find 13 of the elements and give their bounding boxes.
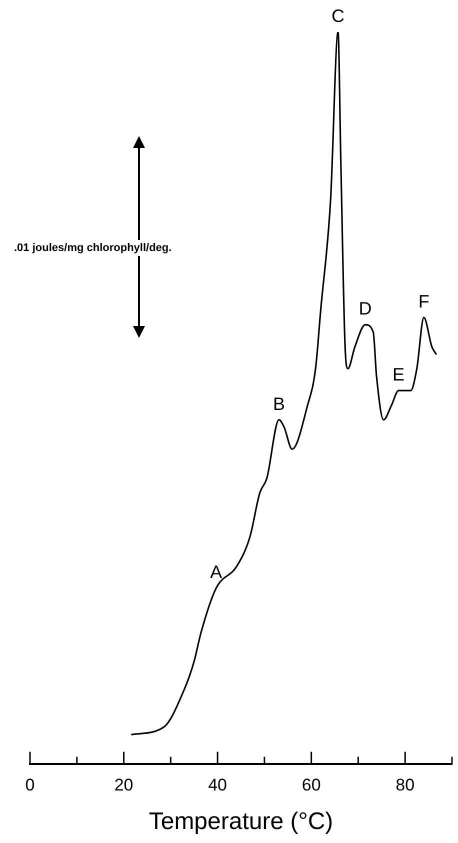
annotation: D xyxy=(358,298,372,319)
x-tick-label: 80 xyxy=(396,776,415,795)
x-tick-label: 0 xyxy=(25,776,35,795)
annotation: C xyxy=(332,6,345,26)
x-tick-label: 20 xyxy=(114,776,134,795)
x-tick-label: 40 xyxy=(208,776,228,795)
annotation: .01 joules/mg chlorophyll/deg. xyxy=(12,240,174,256)
annotation: B xyxy=(272,394,285,414)
annotation: E xyxy=(392,364,405,385)
x-tick-label: 60 xyxy=(302,776,321,795)
annotation: F xyxy=(418,291,430,312)
annotation: A xyxy=(210,562,222,582)
x-axis-title: Temperature (°C) xyxy=(148,808,334,836)
